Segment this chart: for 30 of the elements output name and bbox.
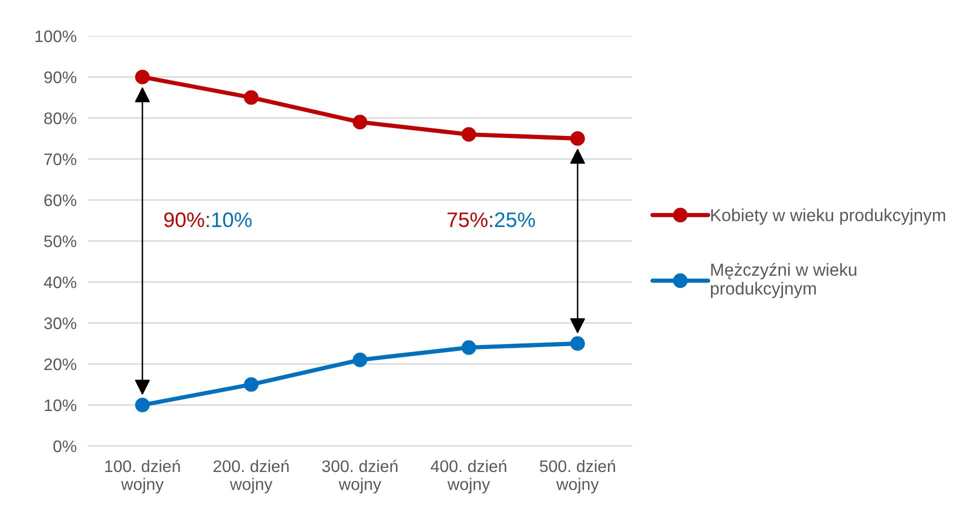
annotation: 90%:10% xyxy=(164,212,252,228)
x-tick-label: 500. dzień wojny xyxy=(540,460,616,494)
legend-label: Mężczyźni w wieku produkcyjnym xyxy=(710,262,856,298)
y-tick-label: 100% xyxy=(36,30,76,42)
point xyxy=(462,127,476,142)
point xyxy=(244,90,258,105)
y-tick-label: 0% xyxy=(53,440,76,452)
legend-label: Kobiety w wieku produkcyjnym xyxy=(711,208,946,225)
y-tick-label: 70% xyxy=(44,153,76,166)
y-tick-label: 20% xyxy=(44,358,76,370)
x-tick-label: 100. dzień wojny xyxy=(105,460,180,494)
y-tick-label: 90% xyxy=(44,71,76,84)
point xyxy=(570,336,585,351)
annotation: 75%:25% xyxy=(448,212,535,228)
point xyxy=(570,131,585,146)
y-tick-label: 40% xyxy=(44,276,76,288)
y-tick-label: 10% xyxy=(44,399,76,412)
x-tick-label: 200. dzień wojny xyxy=(214,460,289,494)
x-tick-label: 300. dzień wojny xyxy=(322,460,398,494)
point xyxy=(462,340,476,355)
y-tick-label: 30% xyxy=(44,317,76,330)
point xyxy=(135,70,150,84)
point xyxy=(352,114,368,130)
x-tick-label: 400. dzień wojny xyxy=(430,460,506,494)
y-tick-label: 60% xyxy=(44,194,76,206)
y-tick-label: 50% xyxy=(44,235,76,248)
point xyxy=(352,352,368,368)
y-tick-label: 80% xyxy=(44,112,76,124)
point xyxy=(135,398,150,412)
point xyxy=(244,377,258,392)
